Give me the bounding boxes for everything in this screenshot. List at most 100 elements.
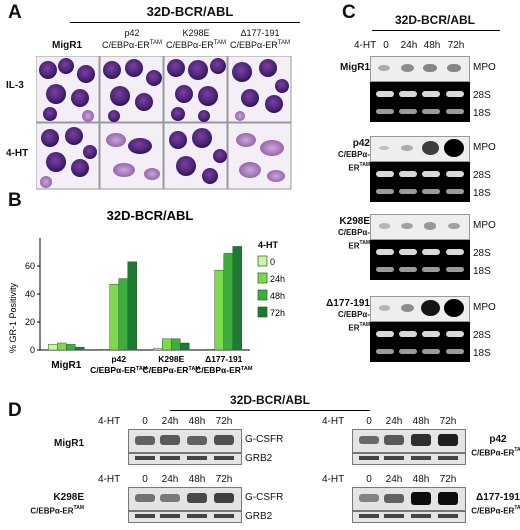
rrna-18s-band [376, 109, 394, 114]
rrna-18s-band [446, 189, 464, 194]
d-treatment-label: 4-HT [98, 474, 121, 485]
rrna-18s-band [422, 267, 440, 272]
grb2-band [359, 456, 379, 460]
c-band-label: MPO [473, 220, 496, 231]
grb2-band [135, 514, 155, 518]
c-blot-label: Δ177-191 C/EBPα-ERTAM [326, 298, 370, 333]
rrna-28s-band [446, 171, 464, 177]
rrna-18s-band [446, 267, 464, 272]
legend-swatch [257, 289, 268, 301]
bar [109, 283, 119, 351]
mpo-band [448, 222, 460, 230]
panel-b-label: B [8, 190, 22, 211]
c-band-label: MPO [473, 302, 496, 313]
gcsfr-band [214, 492, 234, 504]
rrna-28s-band [399, 249, 417, 255]
grb2-band [160, 456, 180, 460]
rrna-18s-band [446, 349, 464, 354]
grb2-band [384, 456, 404, 460]
micrograph-k298e-4ht [163, 122, 228, 190]
mpo-band [444, 299, 464, 317]
rrna-gel [370, 240, 470, 280]
grb2-blot [128, 453, 242, 465]
d-timepoint-label: 72h [215, 416, 233, 427]
panel-d-header: 32D-BCR/ABL [229, 393, 310, 407]
mpo-band [378, 223, 390, 229]
mpo-band [423, 63, 437, 73]
d-timepoint-label: 48h [188, 416, 206, 427]
d-blot-label: K298E C/EBPα-ERTAM [30, 492, 84, 516]
mpo-band [378, 145, 390, 151]
panel-a-col-2-label: p42 C/EBPα-ERTAM [102, 28, 162, 50]
chart-legend: 4-HT 0 24h 48h 72h [257, 240, 285, 318]
panel-c-treatment: 4-HT [354, 40, 377, 51]
bar [205, 349, 215, 351]
rrna-28s-band [422, 249, 440, 255]
rrna-gel [370, 162, 470, 202]
rrna-18s-band [422, 189, 440, 194]
bar [118, 278, 128, 351]
d-timepoint-label: 48h [188, 474, 206, 485]
grb2-band [411, 456, 431, 460]
d-timepoint-label: 24h [161, 474, 179, 485]
grb2-band [160, 514, 180, 518]
grb2-band [411, 514, 431, 518]
y-tick-label: 20 [25, 317, 35, 327]
d-treatment-label: 4-HT [322, 474, 345, 485]
c-blot-label: MigR1 [340, 62, 370, 73]
d-timepoint-label: 72h [215, 474, 233, 485]
rrna-28s-band [376, 331, 394, 337]
panel-a-col-4-label: Δ177-191 C/EBPα-ERTAM [230, 28, 290, 50]
gcsfr-band [160, 435, 180, 445]
micrograph-d177-4ht [227, 122, 292, 190]
d-timepoint-label: 0 [366, 416, 372, 427]
gcsfr-band [135, 493, 155, 503]
rrna-28s-band [446, 91, 464, 97]
c-band-label: 18S [473, 188, 491, 199]
rrna-28s-band [376, 171, 394, 177]
rrna-18s-band [376, 189, 394, 194]
panel-a-row-4ht: 4-HT [6, 148, 29, 159]
c-blot-label: K298E C/EBPα-ERTAM [337, 216, 370, 251]
rrna-18s-band [422, 109, 440, 114]
gcsfr-band [384, 435, 404, 445]
rrna-28s-band [399, 91, 417, 97]
mpo-band [444, 139, 464, 157]
rrna-18s-band [376, 267, 394, 272]
rrna-28s-band [422, 331, 440, 337]
legend-swatch [257, 306, 268, 318]
grb2-band [187, 456, 207, 460]
c-timepoint-label: 48h [423, 40, 441, 51]
d-timepoint-label: 24h [385, 474, 403, 485]
c-band-label: 18S [473, 108, 491, 119]
d-timepoint-label: 0 [142, 416, 148, 427]
micrograph-migr1-il3 [36, 56, 100, 123]
panel-a-label: A [8, 2, 22, 23]
bar [57, 342, 67, 351]
rrna-28s-band [376, 91, 394, 97]
panel-a-col-1-label: MigR1 [52, 40, 82, 51]
legend-label: 0 [270, 257, 275, 267]
micrograph-k298e-il3 [163, 56, 228, 123]
panel-d-label: D [8, 400, 22, 421]
gcsfr-band [384, 493, 404, 503]
d-treatment-label: 4-HT [322, 416, 345, 427]
rrna-28s-band [399, 171, 417, 177]
micrograph-p42-il3 [99, 56, 164, 123]
x-tick-label-line2: C/EBPα-ERTAM [90, 365, 148, 375]
gcsfr-band [187, 435, 207, 445]
rrna-18s-band [422, 349, 440, 354]
legend-swatch [257, 272, 268, 284]
mpo-band [421, 141, 439, 155]
c-timepoint-label: 72h [447, 40, 465, 51]
d-timepoint-label: 48h [412, 474, 430, 485]
grb2-band [438, 456, 458, 460]
micrograph-p42-4ht [99, 122, 164, 190]
bar [162, 338, 172, 351]
gcsfr-band [359, 494, 379, 502]
rrna-18s-band [399, 189, 417, 194]
bar [100, 349, 110, 351]
mpo-band [378, 64, 390, 72]
legend-label: 48h [270, 291, 285, 301]
mpo-band [423, 222, 437, 230]
